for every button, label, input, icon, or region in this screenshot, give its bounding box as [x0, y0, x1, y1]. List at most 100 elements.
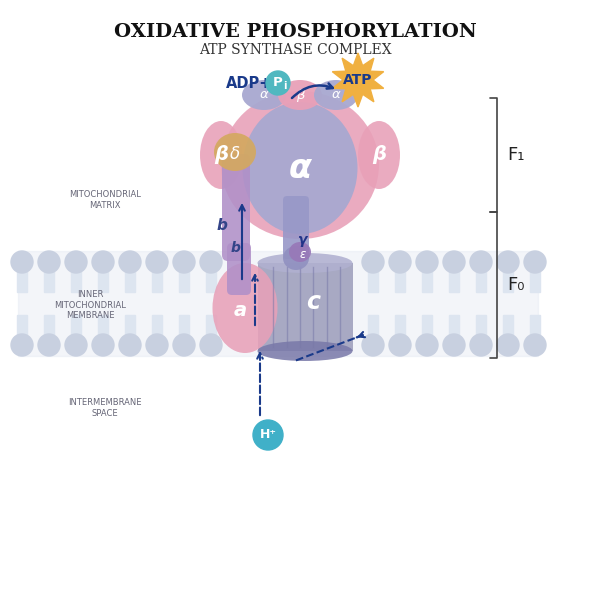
Ellipse shape — [242, 102, 358, 234]
Text: ATP: ATP — [343, 73, 373, 87]
Ellipse shape — [314, 80, 358, 110]
Circle shape — [443, 334, 465, 356]
Circle shape — [38, 251, 60, 273]
FancyBboxPatch shape — [222, 154, 250, 261]
FancyBboxPatch shape — [227, 243, 251, 295]
Circle shape — [497, 334, 519, 356]
Bar — [503, 270, 513, 292]
Text: ATP SYNTHASE COMPLEX: ATP SYNTHASE COMPLEX — [199, 43, 391, 57]
Bar — [206, 315, 216, 337]
Circle shape — [389, 251, 411, 273]
Ellipse shape — [214, 133, 256, 171]
Ellipse shape — [358, 121, 400, 189]
Text: b: b — [217, 217, 227, 232]
Circle shape — [92, 334, 114, 356]
Circle shape — [470, 251, 492, 273]
Text: α: α — [260, 88, 268, 101]
Circle shape — [119, 251, 141, 273]
Bar — [125, 270, 135, 292]
Text: β: β — [372, 145, 386, 164]
Circle shape — [416, 251, 438, 273]
Circle shape — [173, 251, 195, 273]
Bar — [395, 315, 405, 337]
Bar — [449, 315, 459, 337]
Ellipse shape — [257, 253, 353, 273]
Bar — [18, 251, 538, 356]
Bar — [449, 270, 459, 292]
Circle shape — [416, 334, 438, 356]
Bar — [98, 315, 108, 337]
Bar — [152, 270, 162, 292]
Text: H⁺: H⁺ — [260, 428, 277, 442]
Bar — [530, 270, 540, 292]
Text: c: c — [306, 290, 320, 314]
Ellipse shape — [278, 80, 322, 110]
Text: ε: ε — [300, 247, 306, 260]
Ellipse shape — [242, 80, 286, 110]
Ellipse shape — [257, 341, 353, 361]
Circle shape — [443, 251, 465, 273]
Circle shape — [146, 251, 168, 273]
Bar — [476, 270, 486, 292]
Bar — [179, 315, 189, 337]
Circle shape — [65, 251, 87, 273]
Bar — [503, 315, 513, 337]
Bar — [125, 315, 135, 337]
Circle shape — [524, 251, 546, 273]
Circle shape — [11, 251, 33, 273]
Bar — [368, 270, 378, 292]
Bar — [476, 315, 486, 337]
Ellipse shape — [283, 246, 309, 270]
Bar — [258, 263, 353, 351]
Text: F₀: F₀ — [507, 276, 524, 294]
Circle shape — [92, 251, 114, 273]
Text: γ: γ — [297, 233, 307, 247]
Text: INTERMEMBRANE
SPACE: INTERMEMBRANE SPACE — [68, 398, 142, 418]
Bar — [422, 270, 432, 292]
Circle shape — [200, 334, 222, 356]
Bar — [179, 270, 189, 292]
Circle shape — [11, 334, 33, 356]
FancyBboxPatch shape — [283, 196, 309, 259]
Circle shape — [362, 334, 384, 356]
Ellipse shape — [200, 121, 242, 189]
Circle shape — [470, 334, 492, 356]
Circle shape — [65, 334, 87, 356]
Text: ADP+: ADP+ — [226, 76, 272, 91]
Text: INNER
MITOCHONDRIAL
MEMBRANE: INNER MITOCHONDRIAL MEMBRANE — [54, 290, 126, 320]
Text: b: b — [231, 241, 241, 255]
Bar — [71, 270, 81, 292]
Circle shape — [389, 334, 411, 356]
Ellipse shape — [212, 263, 277, 353]
Bar — [368, 315, 378, 337]
Bar — [17, 270, 27, 292]
Circle shape — [119, 334, 141, 356]
Bar — [17, 315, 27, 337]
Bar — [422, 315, 432, 337]
Bar — [206, 270, 216, 292]
Bar — [71, 315, 81, 337]
Circle shape — [362, 251, 384, 273]
Text: P: P — [273, 76, 283, 88]
Text: β: β — [296, 88, 304, 101]
Circle shape — [253, 420, 283, 450]
Circle shape — [38, 334, 60, 356]
Text: i: i — [283, 81, 287, 91]
Bar — [395, 270, 405, 292]
Bar — [44, 315, 54, 337]
Text: α: α — [289, 151, 311, 185]
Bar — [98, 270, 108, 292]
Text: OXIDATIVE PHOSPHORYLATION: OXIDATIVE PHOSPHORYLATION — [113, 23, 476, 41]
Circle shape — [173, 334, 195, 356]
Bar — [152, 315, 162, 337]
Text: α: α — [332, 88, 340, 101]
Bar — [530, 315, 540, 337]
Circle shape — [146, 334, 168, 356]
Circle shape — [497, 251, 519, 273]
Text: a: a — [233, 301, 247, 319]
Text: MITOCHONDRIAL
MATRIX: MITOCHONDRIAL MATRIX — [69, 190, 141, 209]
Polygon shape — [332, 53, 383, 107]
Text: β: β — [214, 145, 228, 164]
Circle shape — [200, 251, 222, 273]
Circle shape — [266, 71, 290, 95]
